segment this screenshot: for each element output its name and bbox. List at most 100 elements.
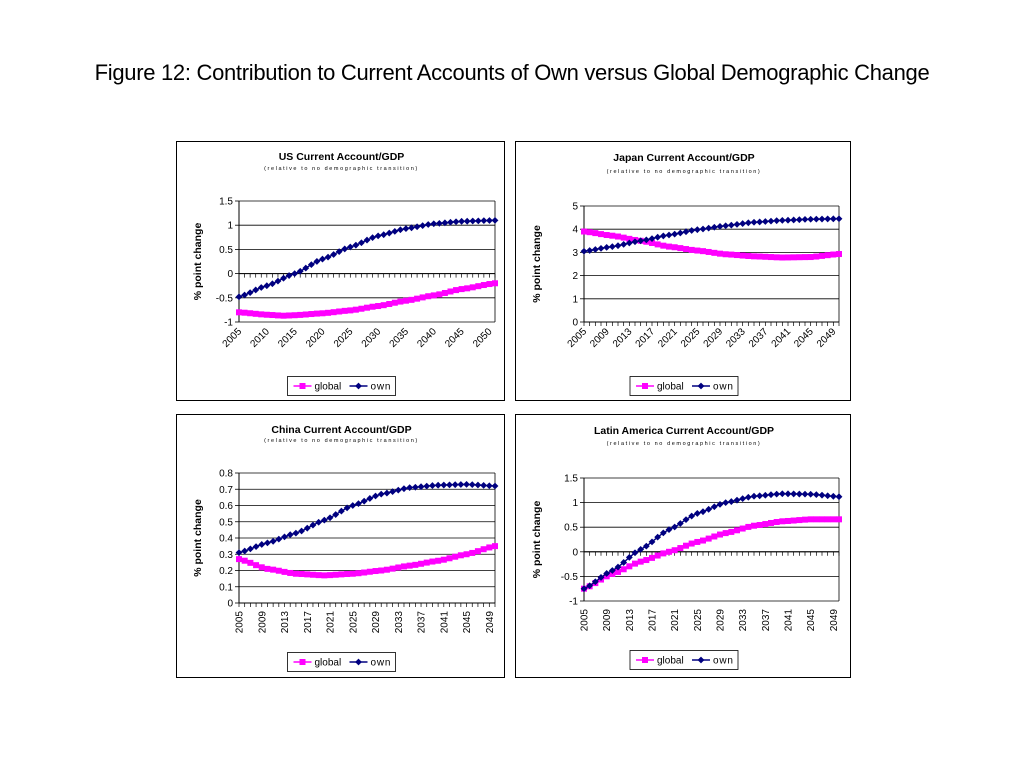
data-point-own	[676, 229, 684, 237]
legend-label-global: global	[315, 382, 342, 393]
data-point-global	[319, 310, 326, 317]
data-point-global	[592, 230, 599, 237]
data-point-own	[377, 490, 385, 498]
data-point-own	[319, 255, 326, 263]
data-point-own	[773, 490, 781, 498]
data-point-global	[486, 544, 493, 551]
chart-title: China Current Account/GDP	[271, 424, 411, 436]
data-point-own	[676, 520, 684, 527]
data-point-global	[391, 299, 398, 306]
data-point-own	[801, 490, 809, 498]
data-point-own	[773, 217, 781, 225]
data-point-global	[308, 311, 315, 318]
data-point-own	[761, 491, 769, 499]
x-tick-label: 2025	[679, 326, 703, 350]
y-tick-label: 3	[572, 248, 578, 259]
data-point-global	[643, 557, 650, 564]
data-point-global	[739, 252, 746, 259]
data-point-global	[287, 569, 294, 576]
data-point-global	[666, 548, 672, 555]
data-point-own	[659, 232, 667, 240]
series-line-global	[583, 518, 839, 590]
data-point-global	[372, 568, 379, 575]
x-tick-label: 2005	[235, 611, 246, 634]
x-tick-label: 2005	[566, 326, 590, 350]
data-point-global	[711, 533, 718, 540]
data-point-own	[631, 238, 639, 246]
data-point-own	[739, 220, 747, 227]
data-point-global	[790, 517, 797, 524]
data-point-own	[430, 220, 438, 228]
data-point-own	[727, 221, 735, 229]
data-point-global	[419, 294, 426, 301]
data-point-global	[609, 570, 616, 577]
data-point-own	[829, 492, 837, 500]
chart-svg: US Current Account/GDP (relative to no de…	[192, 151, 499, 396]
data-point-global	[802, 516, 808, 523]
data-point-global	[830, 251, 837, 258]
data-point-own	[705, 505, 713, 513]
data-point-own	[614, 563, 622, 571]
data-point-own	[298, 527, 305, 535]
data-point-global	[378, 567, 385, 574]
y-tick-label: -1	[569, 597, 578, 608]
data-point-own	[778, 490, 786, 498]
data-point-global	[361, 569, 368, 576]
data-point-global	[297, 311, 304, 318]
data-point-global	[286, 312, 293, 319]
x-tick-label: 2049	[829, 609, 840, 632]
data-point-global	[469, 549, 476, 556]
y-axis-label: % point change	[192, 223, 204, 301]
data-point-own	[257, 284, 265, 291]
x-tick-label: 2009	[257, 611, 268, 634]
data-point-own	[795, 490, 803, 498]
us-current-account-chart: US Current Account/GDP (relative to no de…	[176, 141, 505, 401]
data-point-global	[717, 250, 723, 257]
data-point-global	[660, 242, 667, 249]
data-point-own	[761, 218, 769, 225]
data-point-global	[315, 572, 322, 579]
data-point-global	[247, 559, 254, 566]
y-tick-label: 0.2	[219, 566, 233, 577]
data-point-own	[485, 482, 493, 490]
data-point-own	[835, 215, 843, 223]
data-point-own	[631, 549, 639, 557]
chart-subtitle: (relative to no demographic transition)	[264, 438, 419, 444]
data-point-global	[395, 564, 402, 571]
legend-marker-global	[642, 383, 648, 389]
data-point-own	[360, 497, 368, 505]
data-point-global	[802, 254, 808, 261]
data-point-global	[728, 528, 735, 535]
data-point-own	[429, 482, 436, 489]
data-point-own	[274, 277, 282, 285]
data-point-global	[632, 560, 638, 567]
data-point-global	[492, 280, 498, 287]
data-point-own	[597, 244, 605, 252]
data-point-own	[818, 215, 826, 223]
data-point-global	[358, 305, 365, 312]
data-point-own	[419, 222, 427, 229]
data-point-own	[241, 291, 248, 299]
data-point-own	[784, 216, 792, 224]
chart-title: Latin America Current Account/GDP	[594, 425, 774, 437]
data-point-own	[654, 533, 662, 541]
data-point-global	[264, 565, 271, 572]
data-point-global	[745, 523, 752, 530]
x-tick-label: 2013	[625, 609, 636, 632]
data-point-global	[745, 253, 752, 260]
data-point-own	[688, 227, 696, 234]
data-point-own	[380, 231, 388, 239]
data-point-global	[275, 567, 282, 574]
data-point-global	[429, 558, 436, 565]
data-point-global	[620, 566, 627, 573]
data-point-own	[625, 553, 633, 561]
y-tick-label: 4	[572, 225, 578, 236]
x-tick-label: 2009	[602, 609, 613, 632]
data-point-own	[665, 231, 673, 239]
legend-label-global: global	[315, 658, 342, 669]
data-point-own	[458, 217, 466, 225]
y-tick-label: 0.8	[219, 469, 233, 480]
data-point-own	[637, 237, 645, 245]
data-point-own	[474, 481, 482, 489]
data-point-own	[659, 529, 667, 537]
